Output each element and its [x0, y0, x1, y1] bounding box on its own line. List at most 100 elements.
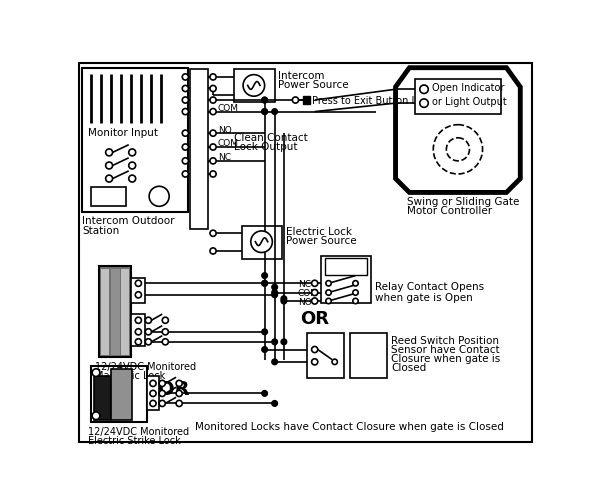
Circle shape [420, 85, 429, 94]
Circle shape [182, 86, 188, 91]
Text: 12/24VDC Monitored: 12/24VDC Monitored [88, 426, 189, 436]
Circle shape [272, 109, 277, 114]
Circle shape [326, 280, 331, 286]
Bar [91, 187, 126, 206]
Text: COM: COM [218, 104, 238, 113]
Circle shape [182, 130, 188, 136]
Circle shape [433, 124, 483, 174]
Circle shape [446, 138, 470, 161]
Bar [307, 334, 344, 378]
Circle shape [162, 328, 169, 335]
Text: Power Source: Power Source [286, 236, 357, 246]
Circle shape [272, 292, 277, 298]
Circle shape [262, 98, 268, 102]
Circle shape [176, 380, 182, 386]
Circle shape [420, 99, 429, 108]
Circle shape [182, 171, 188, 177]
Circle shape [312, 359, 318, 365]
Circle shape [162, 317, 169, 324]
Circle shape [210, 171, 216, 177]
Circle shape [105, 149, 113, 156]
Circle shape [272, 359, 277, 364]
Text: Closure when gate is: Closure when gate is [391, 354, 500, 364]
Circle shape [182, 108, 188, 114]
Text: Lock Output: Lock Output [234, 142, 297, 152]
Bar [190, 69, 209, 230]
Circle shape [176, 390, 182, 396]
Circle shape [182, 158, 188, 164]
Circle shape [150, 400, 156, 406]
Bar [415, 79, 501, 114]
Circle shape [145, 328, 151, 335]
Circle shape [105, 162, 113, 169]
Text: Closed: Closed [391, 364, 426, 374]
Text: Reed Switch Position: Reed Switch Position [391, 336, 499, 345]
Circle shape [159, 380, 165, 386]
Text: Monitored Locks have Contact Closure when gate is Closed: Monitored Locks have Contact Closure whe… [195, 422, 504, 432]
Text: Power Source: Power Source [278, 80, 349, 90]
Text: Open Indicator: Open Indicator [432, 83, 504, 93]
Circle shape [281, 339, 287, 344]
Circle shape [210, 108, 216, 114]
Circle shape [293, 97, 299, 103]
Circle shape [312, 290, 318, 296]
Bar [111, 268, 120, 355]
Text: NC: NC [298, 280, 311, 289]
Polygon shape [396, 68, 520, 192]
Text: Intercom Outdoor: Intercom Outdoor [82, 216, 175, 226]
Text: Station: Station [82, 226, 119, 235]
Text: NO: NO [218, 126, 231, 134]
Circle shape [210, 130, 216, 136]
Text: Intercom: Intercom [278, 71, 325, 81]
Bar [122, 268, 129, 355]
Circle shape [159, 390, 165, 396]
Circle shape [353, 298, 358, 304]
Circle shape [272, 290, 277, 295]
Circle shape [326, 290, 331, 295]
Circle shape [262, 273, 268, 278]
Circle shape [281, 298, 287, 304]
Text: or Light Output: or Light Output [432, 97, 507, 107]
Circle shape [210, 74, 216, 80]
Bar [99, 266, 132, 357]
Bar [101, 268, 109, 355]
Text: Monitor Input: Monitor Input [88, 128, 159, 138]
Bar [321, 256, 371, 302]
Bar [94, 376, 111, 420]
Circle shape [262, 98, 268, 102]
Circle shape [272, 400, 277, 406]
Circle shape [262, 280, 268, 286]
Circle shape [210, 158, 216, 164]
Bar [111, 369, 132, 420]
Bar [82, 68, 188, 212]
Circle shape [182, 144, 188, 150]
Circle shape [262, 109, 268, 114]
Text: 12/24VDC Monitored: 12/24VDC Monitored [95, 362, 196, 372]
Circle shape [182, 74, 188, 80]
Circle shape [312, 346, 318, 352]
Text: COM: COM [218, 140, 238, 148]
Bar [132, 278, 145, 302]
Text: OR: OR [159, 380, 190, 400]
Circle shape [150, 390, 156, 396]
Text: Electric Lock: Electric Lock [286, 227, 352, 237]
Circle shape [129, 149, 136, 156]
Circle shape [262, 109, 268, 114]
Circle shape [129, 175, 136, 182]
Circle shape [129, 162, 136, 169]
Text: Motor Controller: Motor Controller [407, 206, 492, 216]
Text: COM: COM [298, 290, 319, 298]
Bar [350, 334, 387, 378]
Circle shape [182, 97, 188, 103]
Circle shape [312, 280, 318, 286]
Text: Electric Strike Lock: Electric Strike Lock [88, 436, 180, 446]
Circle shape [176, 400, 182, 406]
Circle shape [145, 317, 151, 324]
Circle shape [210, 86, 216, 91]
Circle shape [272, 339, 277, 344]
Bar [325, 258, 367, 275]
Circle shape [332, 359, 337, 364]
Text: Sensor have Contact: Sensor have Contact [391, 345, 499, 355]
Circle shape [281, 296, 287, 302]
Circle shape [135, 292, 141, 298]
